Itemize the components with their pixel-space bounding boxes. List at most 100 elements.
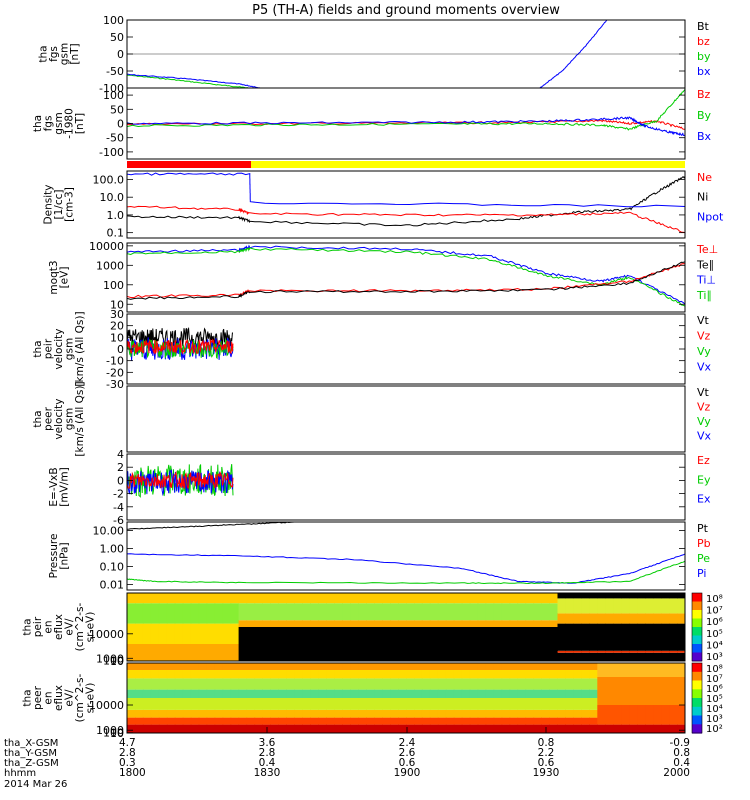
peer-en-ylabel: peer xyxy=(32,685,44,710)
figure-title: P5 (TH-A) fields and ground moments over… xyxy=(252,3,560,18)
peer-vel-ylabel: gsm xyxy=(64,408,76,430)
efield-ytick-label: 2 xyxy=(117,461,124,474)
panel-peir-en: 10⁸10⁷10⁶10⁵10⁴10³10000100010010thapeire… xyxy=(22,592,723,668)
fgs-dc-ylabel: tha xyxy=(32,115,44,132)
fgs-data xyxy=(127,20,685,88)
density-legend-item: Npot xyxy=(697,210,724,223)
efield-ylabel: E=-VxB xyxy=(48,467,60,506)
peir-en-cbar-tick: 10⁸ xyxy=(706,594,723,605)
temp-legend-item: Te∥ xyxy=(696,258,714,271)
peir-vel-ylabel: gsm xyxy=(64,338,76,360)
fgs-dc-ytick-label: 50 xyxy=(110,103,124,116)
pressure-legend-item: Pe xyxy=(697,552,710,565)
efield-noise xyxy=(127,469,234,497)
peer-en-ylabel: eflux xyxy=(53,685,65,711)
temp-line-Til xyxy=(127,247,685,307)
peir-vel-ylabel: peir xyxy=(43,338,55,359)
peir-en-ytick-label: 10 xyxy=(110,655,124,668)
fgs-ytick-label: 0 xyxy=(117,48,124,61)
pressure-legend-item: Pt xyxy=(697,522,709,535)
orbit-row-label: tha_Y-GSM xyxy=(4,748,57,759)
peir-en-ytick-label: 1000 xyxy=(96,652,124,665)
pressure-ytick-label: 10.00 xyxy=(93,525,125,538)
fgs-ytick-label: 50 xyxy=(110,31,124,44)
peer-en-cbar-tick: 10⁸ xyxy=(706,664,723,675)
orbit-value: 2.6 xyxy=(399,747,416,759)
density-line-Ni xyxy=(127,176,685,227)
fgs-ytick-label: 100 xyxy=(103,14,124,27)
density-ylabel: [cm-3] xyxy=(64,187,76,222)
peer-en-cbar-tick: 10⁴ xyxy=(706,704,723,715)
peer-vel-ylabel: [km/s (All Qs)] xyxy=(74,381,86,456)
fgs-dc-ytick-label: 0 xyxy=(117,118,124,131)
temp-ylabel: [eV] xyxy=(58,267,70,289)
panels: 100500-50-100thafgsgsm[nT]Btbzbybx100500… xyxy=(22,14,724,740)
panel-density: 100.0 10.0 1.0 0.1 Density[1/cc][cm-3] Ne Ni Np… xyxy=(43,170,724,240)
peer-en-ytick-label: 10 xyxy=(110,727,124,740)
peer-vel-ylabel: velocity xyxy=(53,398,65,439)
efield-ytick-label: -6 xyxy=(113,514,124,527)
density-ytick-label: 0.1 xyxy=(107,227,125,240)
peer-vel-legend-item: Vt xyxy=(697,386,710,399)
peer-en-ylabel: (cm^2-s- xyxy=(74,673,86,722)
peer-en-ytick-label: 1000 xyxy=(96,724,124,737)
fgs-dc-legend-item: Bz xyxy=(697,88,711,101)
temp-ylabel: moqt3 xyxy=(48,260,60,294)
temp-line-Te xyxy=(127,263,685,299)
peir-vel-data xyxy=(127,327,234,361)
temp-ytick-label: 10 xyxy=(110,298,124,311)
peir-en-ytick-label: 10000 xyxy=(89,628,124,641)
density-data xyxy=(127,172,685,234)
density-line-Npot xyxy=(127,172,685,208)
fgs-line-by xyxy=(127,74,250,88)
peir-en-ytick-label: 100 xyxy=(103,655,124,668)
fgs-ylabel: tha xyxy=(37,45,49,62)
peir-en-frame xyxy=(126,592,686,662)
fgs-legend-item: bx xyxy=(697,65,711,78)
peer-en-cbar-tick: 10⁵ xyxy=(706,694,723,705)
peer-en-ytick-label: 100 xyxy=(103,727,124,740)
fgs-dc-ylabel: -1980 xyxy=(64,108,76,139)
efield-ylabel: [mV/m] xyxy=(58,467,70,506)
peir-en-ylabel: (cm^2-s- xyxy=(74,602,86,651)
peir-en-ylabel: eV/ xyxy=(64,618,76,636)
peir-en-ylabel: tha xyxy=(22,618,34,635)
temp-ytick-label: 1000 xyxy=(96,259,124,272)
pressure-line-Pt xyxy=(127,522,295,530)
peer-en-ylabel: sr-eV) xyxy=(85,683,97,714)
peir-en-cbar-tick: 10⁷ xyxy=(706,606,723,617)
efield-ytick-label: -4 xyxy=(113,501,124,514)
peir-vel-ytick-label: -30 xyxy=(106,378,124,391)
peer-en-ylabel: en xyxy=(43,691,55,704)
temp-ytick-label: 10000 xyxy=(89,240,124,253)
temp-ytick-label: 100 xyxy=(103,279,124,292)
orbit-value: 0.4 xyxy=(673,757,690,769)
efield-legend-item: Ex xyxy=(697,493,711,506)
fgs-dc-data xyxy=(127,89,685,137)
peer-en-frame xyxy=(126,662,686,734)
peir-vel-ylabel: velocity xyxy=(53,328,65,369)
peir-en-cbar-tick: 10⁵ xyxy=(706,629,723,640)
orbit-value: 1830 xyxy=(254,767,281,779)
density-legend-item: Ne xyxy=(697,171,712,184)
fgs-ylabel: gsm xyxy=(58,43,70,65)
orbit-value: -0.9 xyxy=(670,737,691,749)
peir-vel-legend-item: Vx xyxy=(697,361,712,374)
orbit-row-label: tha_Z-GSM xyxy=(4,758,59,769)
peir-en-ylabel: sr-eV) xyxy=(85,612,97,643)
peer-vel-legend-item: Vz xyxy=(697,401,711,414)
peir-en-ylabel: en xyxy=(43,620,55,633)
orbit-value: 2.8 xyxy=(119,747,136,759)
fgs-legend-item: by xyxy=(697,50,711,63)
peir-vel-legend-item: Vt xyxy=(697,314,710,327)
fgs-legend-item: bz xyxy=(697,35,710,48)
mode-bar-fast xyxy=(251,161,685,168)
orbit-row-label: hhmm xyxy=(4,768,36,779)
peir-vel-ylabel: [km/s (All Qs)] xyxy=(74,311,86,386)
peir-vel-ylabel: tha xyxy=(32,340,44,357)
